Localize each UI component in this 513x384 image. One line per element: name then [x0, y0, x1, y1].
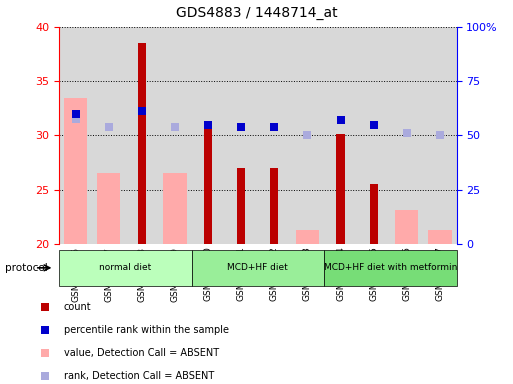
Bar — [59, 250, 191, 286]
Bar — [337, 134, 345, 244]
Bar — [296, 230, 319, 244]
Text: normal diet: normal diet — [99, 263, 151, 272]
Text: percentile rank within the sample: percentile rank within the sample — [64, 325, 229, 335]
Bar — [191, 250, 324, 286]
Text: GDS4883 / 1448714_at: GDS4883 / 1448714_at — [175, 6, 338, 20]
Bar — [163, 173, 187, 244]
Bar — [428, 230, 451, 244]
Bar — [270, 168, 279, 244]
Text: count: count — [64, 302, 91, 312]
Bar — [137, 43, 146, 244]
Text: MCD+HF diet: MCD+HF diet — [227, 263, 288, 272]
Text: MCD+HF diet with metformin: MCD+HF diet with metformin — [324, 263, 457, 272]
Bar — [64, 98, 87, 244]
Bar — [324, 250, 457, 286]
Text: value, Detection Call = ABSENT: value, Detection Call = ABSENT — [64, 348, 219, 358]
Bar — [97, 173, 120, 244]
Bar — [396, 210, 419, 244]
Bar — [237, 168, 245, 244]
Text: protocol: protocol — [5, 263, 48, 273]
Text: rank, Detection Call = ABSENT: rank, Detection Call = ABSENT — [64, 371, 214, 381]
Bar — [369, 184, 378, 244]
Bar — [204, 121, 212, 244]
